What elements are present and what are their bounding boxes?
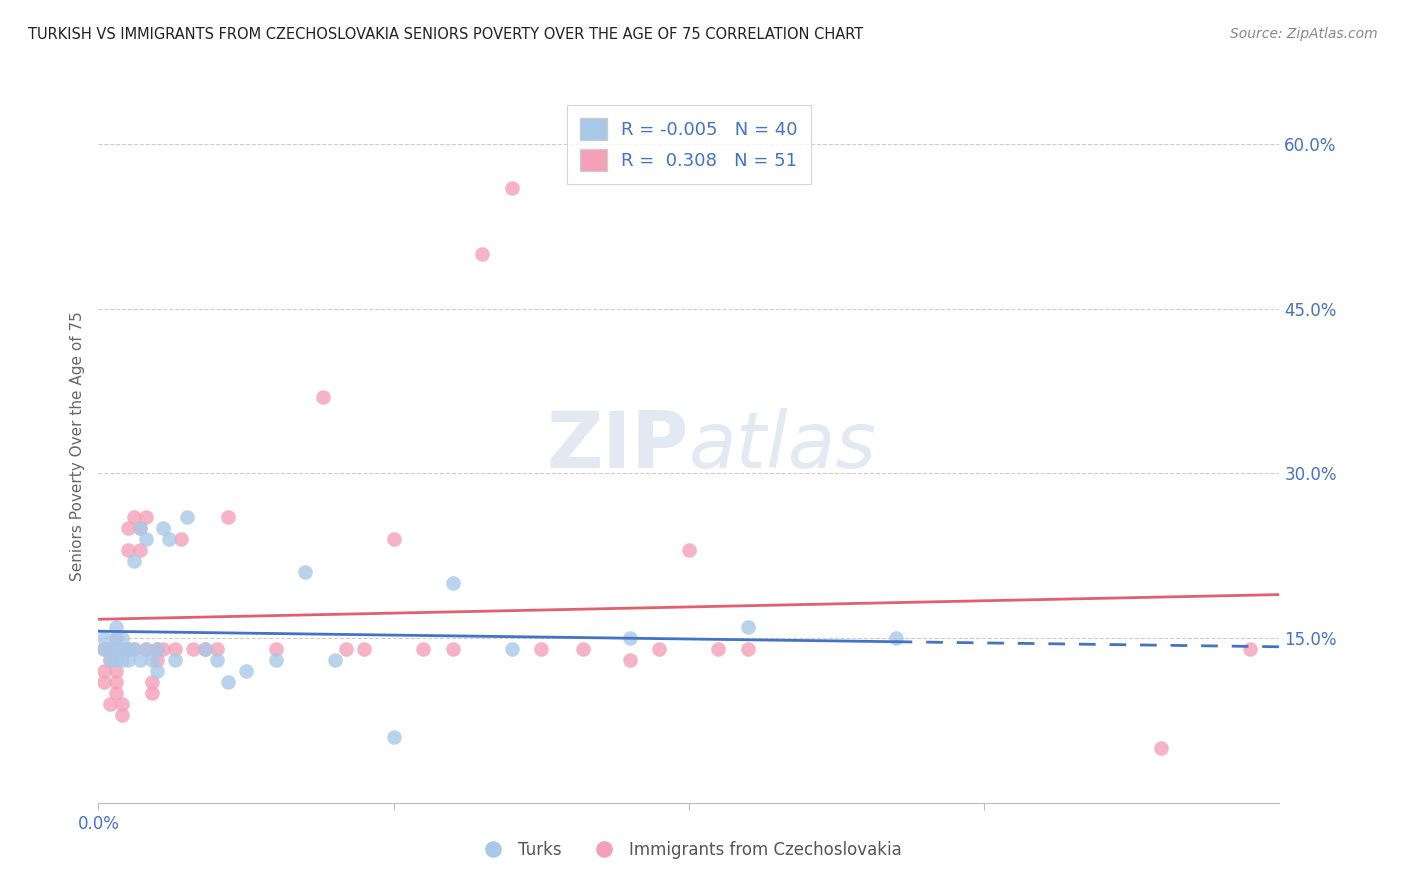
Point — [122, 510, 145, 524]
Point — [98, 653, 121, 667]
Point — [117, 642, 139, 657]
Legend: Turks, Immigrants from Czechoslovakia: Turks, Immigrants from Czechoslovakia — [470, 835, 908, 866]
Point — [105, 653, 128, 667]
Point — [530, 642, 553, 657]
Point — [146, 653, 169, 667]
Point — [93, 642, 115, 657]
Point — [128, 653, 150, 667]
Point — [111, 631, 134, 645]
Point — [105, 620, 128, 634]
Text: TURKISH VS IMMIGRANTS FROM CZECHOSLOVAKIA SENIORS POVERTY OVER THE AGE OF 75 COR: TURKISH VS IMMIGRANTS FROM CZECHOSLOVAKI… — [28, 27, 863, 42]
Point — [441, 576, 464, 591]
Point — [105, 631, 128, 645]
Point — [122, 554, 145, 568]
Point — [678, 543, 700, 558]
Point — [235, 664, 257, 678]
Point — [152, 642, 174, 657]
Point — [93, 675, 115, 690]
Point — [111, 697, 134, 711]
Point — [117, 642, 139, 657]
Point — [884, 631, 907, 645]
Point — [141, 675, 163, 690]
Point — [619, 631, 641, 645]
Point — [93, 664, 115, 678]
Point — [737, 620, 759, 634]
Point — [93, 642, 115, 657]
Point — [105, 642, 128, 657]
Point — [111, 708, 134, 723]
Point — [217, 510, 239, 524]
Point — [122, 642, 145, 657]
Point — [205, 653, 228, 667]
Point — [105, 664, 128, 678]
Text: ZIP: ZIP — [547, 408, 689, 484]
Point — [128, 543, 150, 558]
Point — [335, 642, 357, 657]
Point — [146, 642, 169, 657]
Point — [264, 642, 287, 657]
Point — [176, 510, 198, 524]
Point — [501, 181, 523, 195]
Point — [165, 642, 187, 657]
Point — [105, 686, 128, 700]
Point — [648, 642, 671, 657]
Point — [152, 521, 174, 535]
Point — [471, 247, 494, 261]
Point — [194, 642, 217, 657]
Point — [135, 510, 157, 524]
Point — [194, 642, 217, 657]
Point — [157, 533, 180, 547]
Point — [312, 390, 335, 404]
Point — [1150, 740, 1173, 755]
Point — [170, 533, 193, 547]
Point — [441, 642, 464, 657]
Text: atlas: atlas — [689, 408, 877, 484]
Point — [93, 631, 115, 645]
Point — [571, 642, 593, 657]
Point — [707, 642, 730, 657]
Point — [105, 631, 128, 645]
Point — [501, 642, 523, 657]
Point — [117, 543, 139, 558]
Point — [205, 642, 228, 657]
Point — [1239, 642, 1261, 657]
Point — [412, 642, 434, 657]
Point — [737, 642, 759, 657]
Point — [111, 653, 134, 667]
Point — [117, 653, 139, 667]
Point — [128, 521, 150, 535]
Point — [135, 642, 157, 657]
Point — [98, 642, 121, 657]
Point — [619, 653, 641, 667]
Point — [135, 533, 157, 547]
Point — [98, 642, 121, 657]
Point — [382, 730, 405, 744]
Point — [353, 642, 375, 657]
Point — [111, 642, 134, 657]
Point — [98, 697, 121, 711]
Point — [146, 664, 169, 678]
Point — [217, 675, 239, 690]
Point — [323, 653, 346, 667]
Point — [128, 521, 150, 535]
Point — [146, 642, 169, 657]
Point — [111, 642, 134, 657]
Point — [98, 653, 121, 667]
Point — [382, 533, 405, 547]
Point — [141, 653, 163, 667]
Point — [105, 675, 128, 690]
Text: Source: ZipAtlas.com: Source: ZipAtlas.com — [1230, 27, 1378, 41]
Point — [181, 642, 204, 657]
Point — [135, 642, 157, 657]
Point — [141, 686, 163, 700]
Point — [294, 566, 316, 580]
Point — [117, 521, 139, 535]
Point — [122, 642, 145, 657]
Point — [165, 653, 187, 667]
Point — [117, 642, 139, 657]
Point — [264, 653, 287, 667]
Y-axis label: Seniors Poverty Over the Age of 75: Seniors Poverty Over the Age of 75 — [69, 311, 84, 581]
